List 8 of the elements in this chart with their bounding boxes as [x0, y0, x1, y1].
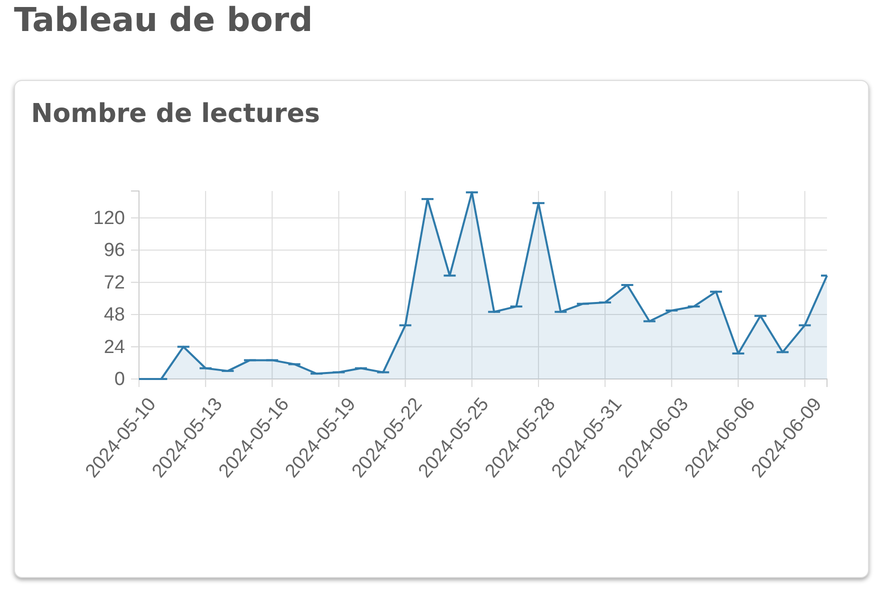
- y-tick-label: 96: [104, 240, 125, 262]
- y-tick-label: 24: [104, 336, 126, 358]
- y-tick-label: 120: [93, 208, 125, 229]
- y-tick-label: 0: [114, 369, 125, 390]
- y-tick-label: 48: [104, 304, 125, 326]
- chart-title: Tableau de bord: [14, 0, 313, 39]
- y-tick-label: 72: [104, 272, 125, 294]
- chart-subtitle: Nombre de lectures: [31, 99, 320, 129]
